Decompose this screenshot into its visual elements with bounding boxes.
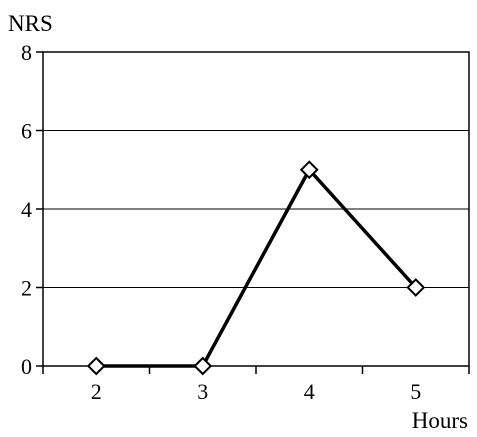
x-tick-label-3: 3 <box>197 379 208 404</box>
data-point-marker-4 <box>299 160 319 180</box>
y-tick-label-8: 8 <box>21 40 32 65</box>
data-point-marker-5 <box>406 278 426 297</box>
data-point-marker-2 <box>86 356 106 376</box>
x-tick-label-5: 5 <box>410 379 421 404</box>
series-line <box>96 166 418 368</box>
data-point-marker-3 <box>193 356 213 376</box>
series-layer <box>86 160 426 376</box>
x-axis-title: Hours <box>412 408 468 433</box>
axis-ticks: 0 2 4 6 8 2 3 4 5 <box>21 40 470 404</box>
grid-lines <box>43 130 469 288</box>
x-tick-label-2: 2 <box>91 379 102 404</box>
y-tick-label-2: 2 <box>21 276 32 301</box>
y-tick-label-6: 6 <box>21 119 32 144</box>
y-tick-label-4: 4 <box>21 197 32 222</box>
y-tick-label-0: 0 <box>21 354 32 379</box>
x-tick-label-4: 4 <box>304 379 315 404</box>
y-axis-title: NRS <box>8 11 53 36</box>
